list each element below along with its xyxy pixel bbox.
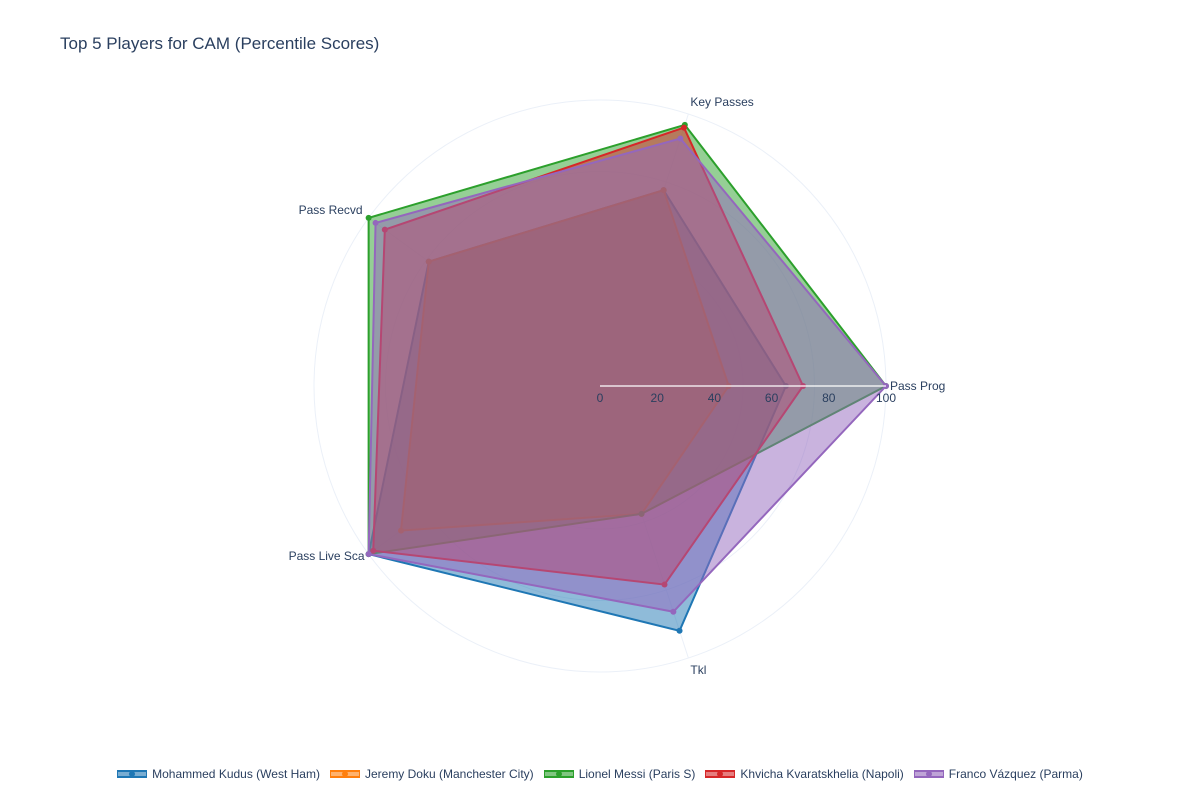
- legend-swatch: [705, 770, 736, 778]
- axis-label: Pass Recvd: [299, 203, 363, 217]
- legend-item[interactable]: Khvicha Kvaratskhelia (Napoli): [705, 767, 904, 781]
- legend-label: Franco Vázquez (Parma): [948, 767, 1083, 781]
- legend-label: Lionel Messi (Paris S): [578, 767, 696, 781]
- legend-item[interactable]: Franco Vázquez (Parma): [913, 767, 1083, 781]
- data-point: [680, 124, 687, 131]
- axis-label: Key Passes: [690, 95, 753, 109]
- series-4: [365, 135, 889, 615]
- radial-tick-label: 40: [708, 391, 722, 405]
- data-point: [670, 608, 677, 615]
- radar-series-layer: [365, 121, 889, 634]
- axis-label: Tkl: [690, 663, 706, 677]
- radial-ticks: 0 20 40 60 80 100: [597, 385, 896, 405]
- legend-item[interactable]: Mohammed Kudus (West Ham): [117, 767, 320, 781]
- data-point: [365, 214, 372, 221]
- legend: Mohammed Kudus (West Ham) Jeremy Doku (Ma…: [0, 764, 1200, 784]
- legend-swatch: [329, 770, 360, 778]
- legend-swatch: [117, 770, 148, 778]
- legend-swatch: [543, 770, 574, 778]
- legend-swatch: [913, 770, 944, 778]
- data-point: [372, 219, 379, 226]
- legend-label: Khvicha Kvaratskhelia (Napoli): [740, 767, 904, 781]
- radial-tick-label: 100: [876, 391, 896, 405]
- legend-label: Jeremy Doku (Manchester City): [364, 767, 534, 781]
- chart-title: Top 5 Players for CAM (Percentile Scores…: [60, 34, 380, 53]
- data-point: [365, 551, 372, 558]
- radial-tick-label: 0: [597, 391, 604, 405]
- legend-item[interactable]: Lionel Messi (Paris S): [543, 767, 696, 781]
- radial-tick-label: 60: [765, 391, 779, 405]
- radial-tick-label: 80: [822, 391, 836, 405]
- radial-tick-label: 20: [651, 391, 665, 405]
- series-area: [367, 137, 888, 613]
- data-point: [676, 627, 683, 634]
- legend-item[interactable]: Jeremy Doku (Manchester City): [329, 767, 534, 781]
- axis-label: Pass Live Sca: [289, 549, 365, 563]
- axis-labels: Pass Prog Key Passes Pass Recvd Pass Live S…: [289, 95, 946, 677]
- data-point: [677, 135, 684, 142]
- axis-label: Pass Prog: [890, 379, 945, 393]
- legend-label: Mohammed Kudus (West Ham): [152, 767, 320, 781]
